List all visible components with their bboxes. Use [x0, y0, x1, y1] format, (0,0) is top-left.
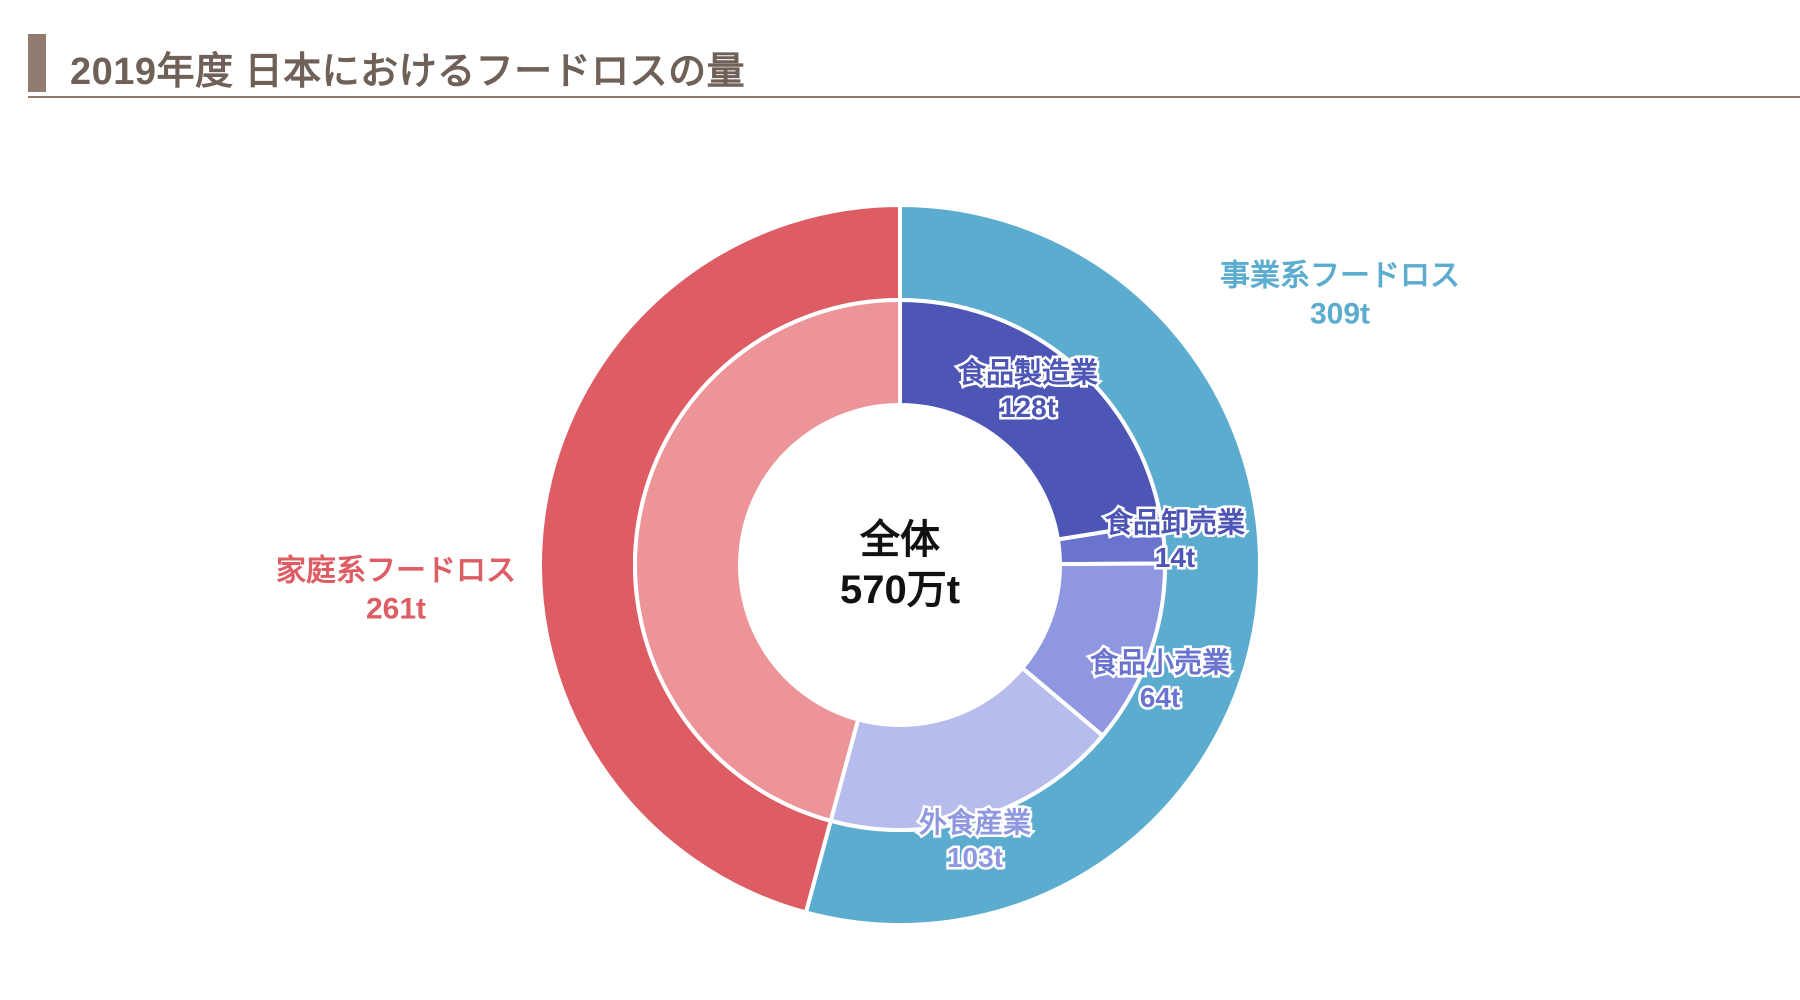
callout-wholesale-line1: 食品卸売業	[1105, 505, 1245, 540]
callout-foodservice-line2: 103t	[919, 840, 1031, 875]
callout-wholesale-line2: 14t	[1105, 540, 1245, 575]
callout-manufacturing-line1: 食品製造業	[958, 355, 1098, 390]
callout-foodservice-line1: 外食産業	[919, 805, 1031, 840]
title-accent	[28, 34, 46, 92]
chart-area: 全体 570万t 事業系フードロス309t 家庭系フードロス261t 食品製造業12…	[0, 120, 1800, 1000]
title-rule	[28, 96, 1800, 98]
callout-wholesale: 食品卸売業14t	[1105, 505, 1245, 575]
callout-retail: 食品小売業64t	[1090, 645, 1230, 715]
callout-household: 家庭系フードロス261t	[276, 553, 516, 628]
callout-household-line2: 261t	[276, 590, 516, 628]
callout-foodservice: 外食産業103t	[919, 805, 1031, 875]
callout-business-line1: 事業系フードロス	[1220, 258, 1460, 296]
callout-manufacturing: 食品製造業128t	[958, 355, 1098, 425]
callout-retail-line2: 64t	[1090, 680, 1230, 715]
callout-business: 事業系フードロス309t	[1220, 258, 1460, 333]
center-total-label: 全体 570万t	[840, 515, 960, 615]
center-total-line1: 全体	[840, 515, 960, 565]
callout-manufacturing-line2: 128t	[958, 390, 1098, 425]
title-bar: 2019年度 日本におけるフードロスの量	[28, 34, 1800, 92]
center-total-line2: 570万t	[840, 565, 960, 615]
callout-retail-line1: 食品小売業	[1090, 645, 1230, 680]
callout-business-line2: 309t	[1220, 295, 1460, 333]
callout-household-line1: 家庭系フードロス	[276, 553, 516, 591]
page-title: 2019年度 日本におけるフードロスの量	[70, 40, 745, 95]
